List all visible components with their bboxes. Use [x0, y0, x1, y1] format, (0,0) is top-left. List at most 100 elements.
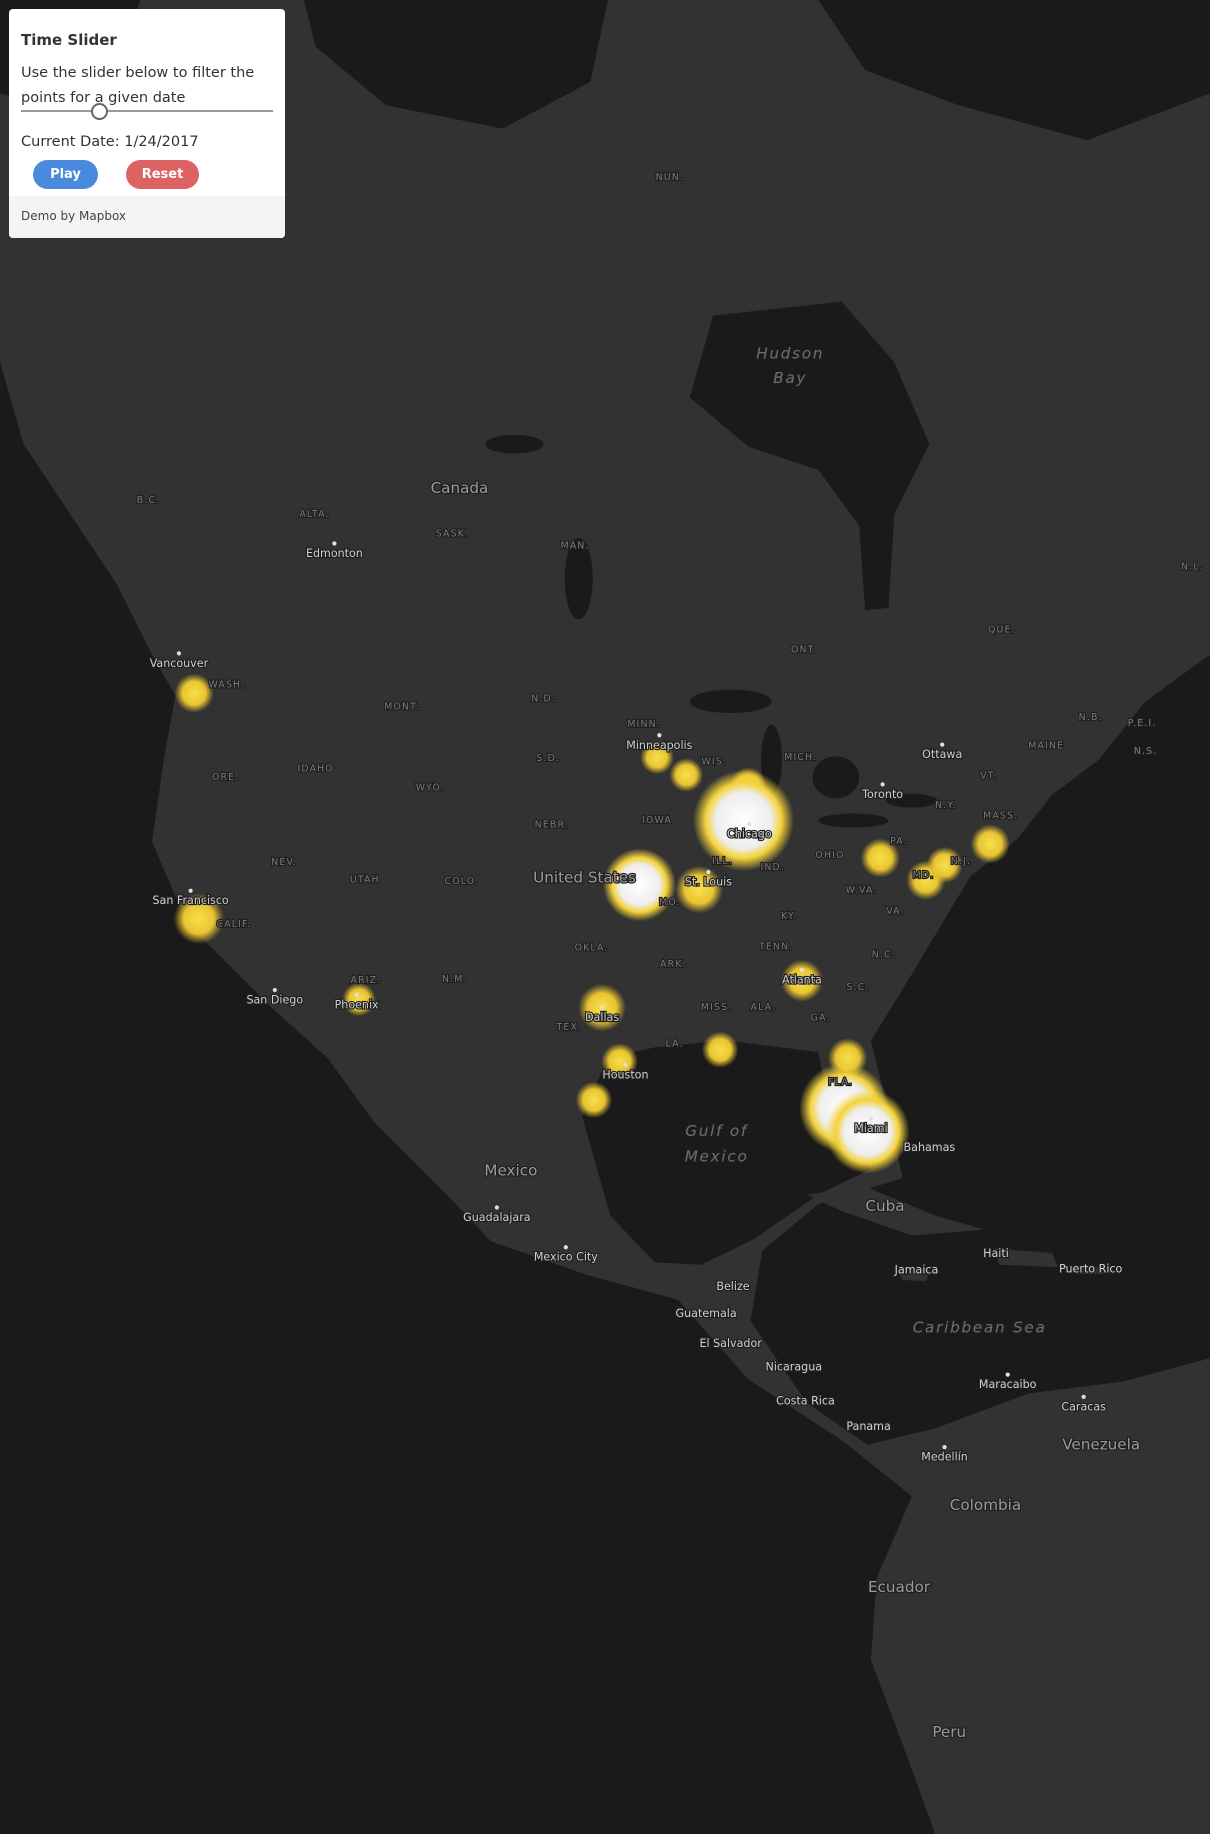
city-label: Haiti: [983, 1247, 1009, 1260]
panel-title: Time Slider: [21, 31, 117, 49]
city-dot: [940, 742, 945, 747]
region-label: WYO.: [416, 782, 445, 793]
region-label: OHIO: [815, 850, 844, 861]
heat-spot: [342, 982, 376, 1017]
city-dot: [706, 869, 711, 875]
city-dot: [176, 651, 182, 656]
heat-spot: [825, 1089, 910, 1174]
region-label: LA.: [665, 1038, 683, 1049]
region-label: MICH.: [784, 752, 817, 763]
city-dot: [354, 992, 359, 997]
footer-text: Demo by Mapbox: [21, 209, 127, 223]
country-label: Venezuela: [1062, 1435, 1140, 1453]
city-dot: [188, 888, 193, 893]
water-label: Bay: [773, 369, 807, 387]
slider-thumb[interactable]: [91, 103, 108, 120]
region-label: WASH.: [208, 679, 245, 690]
city-label: Caracas: [1061, 1400, 1106, 1413]
city-label: San Diego: [246, 994, 303, 1007]
region-label: MAINE: [1028, 740, 1064, 751]
country-label: Ecuador: [868, 1578, 931, 1596]
city-dot: [1005, 1372, 1010, 1377]
region-label: VT.: [980, 771, 997, 782]
heat-spot: [780, 959, 823, 1002]
region-label: IDAHO: [297, 764, 333, 775]
play-button[interactable]: Play: [33, 160, 98, 189]
panel-footer: Demo by Mapbox: [9, 196, 285, 238]
heat-spot: [701, 1031, 739, 1068]
city-label: Bahamas: [904, 1141, 956, 1154]
city-label: Minneapolis: [626, 739, 692, 752]
heat-spot: [601, 1043, 638, 1080]
region-label: MO.: [659, 897, 681, 908]
country-label: Mexico: [484, 1162, 537, 1180]
heat-spot: [860, 838, 900, 878]
region-label: N.C.: [872, 949, 896, 960]
region-label: ORE.: [212, 772, 239, 783]
region-label: N.B.: [1079, 712, 1103, 723]
region-label: ALTA.: [299, 509, 329, 520]
heat-spot: [926, 846, 963, 884]
region-label: COLO.: [445, 876, 480, 887]
city-label: Edmonton: [306, 547, 363, 560]
city-dot: [868, 1116, 874, 1121]
country-label: Colombia: [950, 1496, 1021, 1514]
region-label: OKLA.: [575, 942, 609, 953]
region-label: IND.: [760, 862, 785, 873]
time-slider-panel: Time Slider Use the slider below to filt…: [9, 9, 285, 238]
city-dot: [747, 821, 752, 827]
region-label: N.S.: [1134, 746, 1158, 757]
reset-button[interactable]: Reset: [126, 160, 199, 189]
city-dot: [272, 987, 277, 993]
region-label: NEBR.: [535, 820, 569, 831]
city-label: Vancouver: [150, 657, 209, 670]
heat-spot: [669, 758, 704, 792]
region-label: TEX.: [556, 1022, 583, 1033]
current-date: Current Date: 1/24/2017: [21, 134, 199, 150]
city-dot: [623, 1062, 628, 1067]
city-label: Nicaragua: [766, 1361, 823, 1374]
city-dot: [799, 968, 805, 973]
city-dot: [880, 782, 885, 787]
city-label: Jamaica: [894, 1264, 939, 1277]
heat-spot: [675, 865, 723, 914]
city-label: Atlanta: [782, 974, 822, 987]
region-label: P.E.I.: [1128, 718, 1157, 729]
city-label: Panama: [846, 1420, 890, 1433]
city-label: St. Louis: [685, 876, 732, 889]
water-label: Caribbean Sea: [913, 1318, 1047, 1336]
region-label: VA.: [886, 906, 905, 917]
city-label: Guadalajara: [463, 1211, 530, 1224]
map-labels: NUN. Hudson Bay Canada B.C. ALTA. SASK. MAN. Edm…: [136, 171, 1204, 1742]
city-dot: [1081, 1394, 1086, 1399]
country-label: United States: [533, 868, 636, 886]
city-label: Phoenix: [335, 998, 379, 1011]
region-label: MISS.: [701, 1002, 733, 1013]
country-label: Cuba: [865, 1197, 904, 1215]
region-label: S.C.: [847, 982, 870, 993]
city-dot: [563, 1245, 568, 1250]
city-label: Maracaibo: [979, 1378, 1037, 1391]
region-label: N.J.: [951, 856, 971, 867]
heat-spot: [693, 770, 795, 872]
region-label: NUN.: [656, 172, 684, 183]
country-label: Peru: [932, 1723, 966, 1741]
city-label: Guatemala: [676, 1307, 737, 1320]
region-label: FLA.: [828, 1077, 853, 1088]
heat-spot: [603, 848, 676, 922]
region-label: N.Y.: [935, 800, 956, 811]
region-label: MONT.: [384, 702, 420, 713]
region-label: ARIZ.: [351, 975, 382, 986]
region-label: SASK.: [436, 529, 469, 540]
panel-description: Use the slider below to filter the point…: [21, 65, 255, 106]
country-label: Canada: [431, 479, 489, 497]
water-label: Gulf of: [685, 1122, 749, 1140]
city-label: Belize: [716, 1280, 749, 1293]
region-label: GA.: [811, 1013, 831, 1024]
heatmap: [173, 673, 1010, 1174]
city-label: Miami: [854, 1122, 887, 1135]
region-label: N.L.: [1181, 561, 1204, 572]
slider-track[interactable]: [21, 110, 273, 112]
